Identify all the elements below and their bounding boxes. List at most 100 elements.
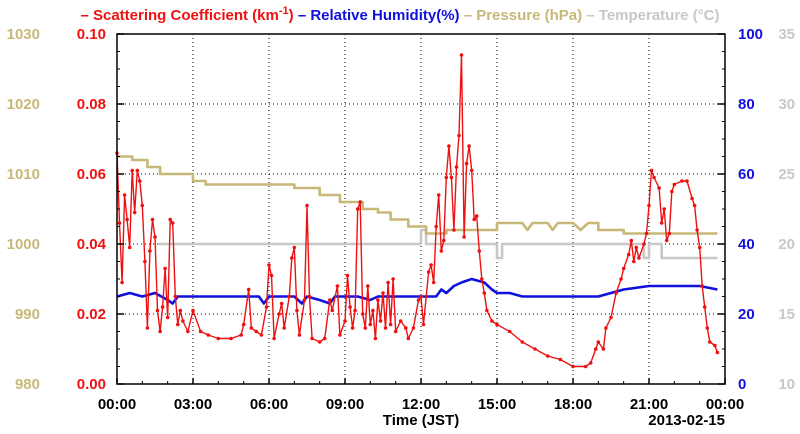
x-tick-label: 06:00 xyxy=(250,396,288,413)
legend-item-rh: – Relative Humidity(%) xyxy=(294,7,460,24)
data-point-scat xyxy=(621,266,626,271)
pressure-axis-tick-label: 990 xyxy=(15,306,40,323)
scattering-axis-tick-label: 0.00 xyxy=(77,376,106,393)
x-tick-label: 12:00 xyxy=(402,396,440,413)
data-point-scat xyxy=(558,357,563,362)
data-point-scat xyxy=(127,245,132,250)
pressure-axis-tick-label: 980 xyxy=(15,376,40,393)
data-point-scat xyxy=(436,193,441,197)
data-point-scat xyxy=(637,256,641,260)
data-point-scat xyxy=(307,294,312,299)
x-tick-label: 00:00 xyxy=(706,396,744,413)
data-point-scat xyxy=(700,284,704,288)
data-point-scat xyxy=(419,294,423,299)
data-point-scat xyxy=(634,245,639,250)
data-point-scat xyxy=(165,315,170,320)
data-point-scat xyxy=(269,273,274,278)
data-point-scat xyxy=(662,207,666,211)
data-point-scat xyxy=(267,263,271,267)
data-point-scat xyxy=(388,322,393,327)
data-point-scat xyxy=(614,291,618,295)
data-point-scat xyxy=(170,221,175,225)
data-point-scat xyxy=(391,277,395,281)
scattering-axis-tick-label: 0.08 xyxy=(77,96,106,113)
data-point-scat xyxy=(467,144,471,148)
data-point-scat xyxy=(670,189,674,194)
data-point-scat xyxy=(482,291,487,295)
data-point-scat xyxy=(685,179,689,183)
data-point-scat xyxy=(378,319,383,323)
data-point-scat xyxy=(297,333,302,337)
x-tick-label: 00:00 xyxy=(98,396,136,413)
data-point-scat xyxy=(145,326,150,330)
data-point-scat xyxy=(672,182,677,187)
scattering-axis-tick-label: 0.10 xyxy=(77,26,106,43)
data-point-scat xyxy=(191,308,195,313)
data-point-scat xyxy=(596,340,601,344)
data-point-scat xyxy=(148,249,152,253)
data-point-scat xyxy=(383,326,388,330)
data-point-scat xyxy=(480,277,484,281)
data-point-scat xyxy=(705,326,710,330)
data-point-scat xyxy=(429,263,433,267)
data-point-scat xyxy=(457,133,461,138)
data-point-scat xyxy=(338,333,342,337)
data-point-scat xyxy=(259,333,264,337)
data-point-scat xyxy=(290,256,294,260)
data-point-scat xyxy=(416,298,421,302)
temperature-axis-tick-label: 25 xyxy=(778,166,795,183)
data-point-scat xyxy=(632,259,636,264)
data-point-scat xyxy=(454,165,459,169)
data-point-scat xyxy=(381,291,385,295)
data-point-scat xyxy=(132,210,137,215)
data-point-scat xyxy=(206,333,210,337)
data-point-scat xyxy=(439,249,444,253)
data-point-scat xyxy=(287,294,292,299)
data-point-scat xyxy=(431,280,436,285)
data-point-scat xyxy=(317,340,322,344)
x-tick-label: 09:00 xyxy=(326,396,364,413)
data-point-scat xyxy=(649,168,654,173)
data-point-scat xyxy=(373,336,378,341)
data-point-scat xyxy=(160,305,165,309)
data-point-scat xyxy=(667,231,672,236)
data-point-scat xyxy=(353,308,357,313)
temperature-axis-tick-label: 10 xyxy=(778,376,795,393)
data-point-scat xyxy=(302,298,307,302)
data-point-scat xyxy=(216,336,221,341)
data-point-scat xyxy=(310,336,314,341)
data-point-scat xyxy=(241,322,246,327)
scattering-axis-tick-label: 0.04 xyxy=(77,236,107,253)
data-point-scat xyxy=(173,294,178,299)
temperature-axis-tick-label: 35 xyxy=(778,26,795,43)
data-point-scat xyxy=(702,305,707,309)
data-point-scat xyxy=(371,308,375,313)
series-layer xyxy=(115,53,720,369)
x-tick-label: 15:00 xyxy=(478,396,516,413)
data-point-scat xyxy=(406,336,411,341)
x-tick-label: 03:00 xyxy=(174,396,212,413)
data-point-scat xyxy=(708,340,712,344)
data-point-scat xyxy=(695,228,699,232)
series-temp xyxy=(157,228,718,260)
data-point-scat xyxy=(474,214,479,218)
series-line-pres xyxy=(117,155,718,235)
data-point-scat xyxy=(368,322,373,327)
data-point-scat xyxy=(462,235,466,239)
pressure-axis-tick-label: 1020 xyxy=(7,96,40,113)
series-scat xyxy=(115,53,720,369)
pressure-axis-tick-label: 1030 xyxy=(7,26,40,43)
data-point-scat xyxy=(343,319,347,323)
x-axis: 00:00 03:00 06:00 09:00 12:00 15:00 18:00 21:00… xyxy=(98,378,744,413)
scattering-axis-tick-label: 0.02 xyxy=(77,306,106,323)
data-point-scat xyxy=(442,238,446,243)
data-point-scat xyxy=(163,266,167,271)
data-point-scat xyxy=(520,340,525,344)
data-point-scat xyxy=(122,193,127,197)
data-point-scat xyxy=(150,217,155,222)
data-point-scat xyxy=(619,277,623,281)
data-point-scat xyxy=(358,200,363,204)
data-point-scat xyxy=(447,144,451,148)
data-point-scat xyxy=(657,186,661,190)
